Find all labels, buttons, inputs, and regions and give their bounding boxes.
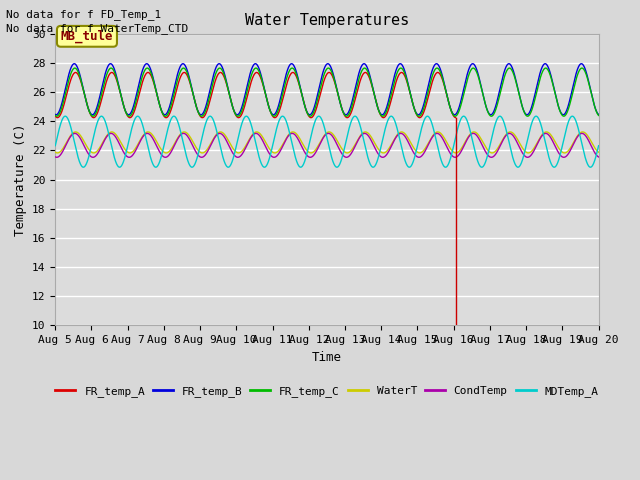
Y-axis label: Temperature (C): Temperature (C) <box>13 123 26 236</box>
Text: MB_tule: MB_tule <box>61 30 113 43</box>
Text: No data for f FD_Temp_1: No data for f FD_Temp_1 <box>6 9 162 20</box>
Text: No data for f WaterTemp_CTD: No data for f WaterTemp_CTD <box>6 23 189 34</box>
X-axis label: Time: Time <box>312 351 342 364</box>
Legend: FR_temp_A, FR_temp_B, FR_temp_C, WaterT, CondTemp, MDTemp_A: FR_temp_A, FR_temp_B, FR_temp_C, WaterT,… <box>51 382 603 401</box>
Title: Water Temperatures: Water Temperatures <box>244 13 409 28</box>
